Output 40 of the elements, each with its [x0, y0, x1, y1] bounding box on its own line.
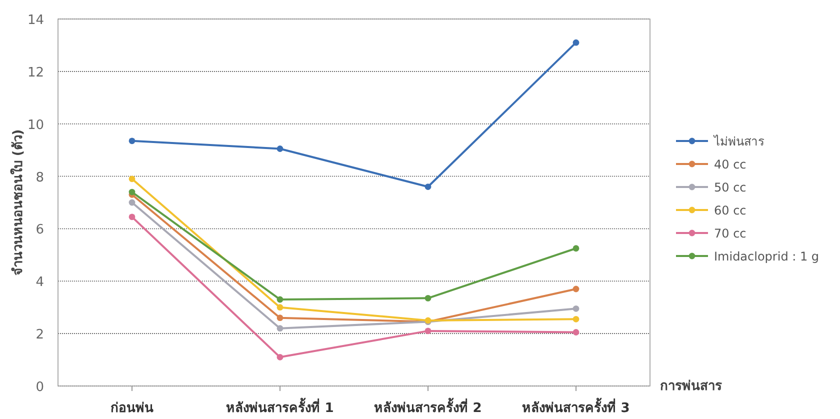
point — [276, 296, 284, 303]
point — [572, 316, 580, 322]
point — [424, 328, 432, 334]
point — [128, 138, 136, 144]
y-tick-label: 12 — [27, 65, 44, 80]
point — [128, 176, 136, 182]
point — [424, 294, 432, 302]
point — [424, 184, 432, 190]
legend-label: 50 cc — [714, 180, 746, 194]
x-tick-label: ก่อนพ่น — [110, 401, 154, 416]
y-tick-label: 14 — [27, 13, 44, 28]
x-tick-label: หลังพ่นสารครั้งที่ 1 — [226, 397, 334, 416]
point — [128, 199, 136, 206]
point — [572, 286, 580, 292]
point — [128, 188, 136, 196]
legend-label: 40 cc — [714, 158, 746, 172]
point — [572, 245, 580, 252]
y-tick-label: 10 — [27, 118, 44, 133]
point — [276, 314, 284, 322]
point — [276, 146, 284, 152]
point — [276, 304, 284, 311]
point — [572, 39, 580, 46]
x-tick-label: หลังพ่นสารครั้งที่ 3 — [522, 397, 630, 416]
legend-label: ไม่พ่นสาร — [713, 134, 765, 148]
point — [276, 354, 284, 360]
x-tick-label: หลังพ่นสารครั้งที่ 2 — [374, 397, 482, 416]
y-tick-label: 6 — [36, 222, 44, 238]
legend-label: Imidacloprid : 1 g — [714, 250, 820, 264]
y-tick-label: 4 — [36, 275, 44, 290]
point — [128, 214, 136, 220]
legend-label: 60 cc — [714, 204, 746, 218]
point — [572, 329, 580, 336]
y-axis-title: จำนวนหนอนชอนใบ (ตัว) — [9, 129, 26, 276]
point — [572, 305, 580, 312]
legend-label: 70 cc — [714, 226, 746, 240]
y-tick-label: 8 — [36, 170, 44, 186]
x-axis-title: การพ่นสาร — [660, 379, 722, 394]
point — [276, 325, 284, 332]
y-tick-label: 0 — [36, 380, 44, 395]
y-tick-label: 2 — [36, 328, 44, 343]
